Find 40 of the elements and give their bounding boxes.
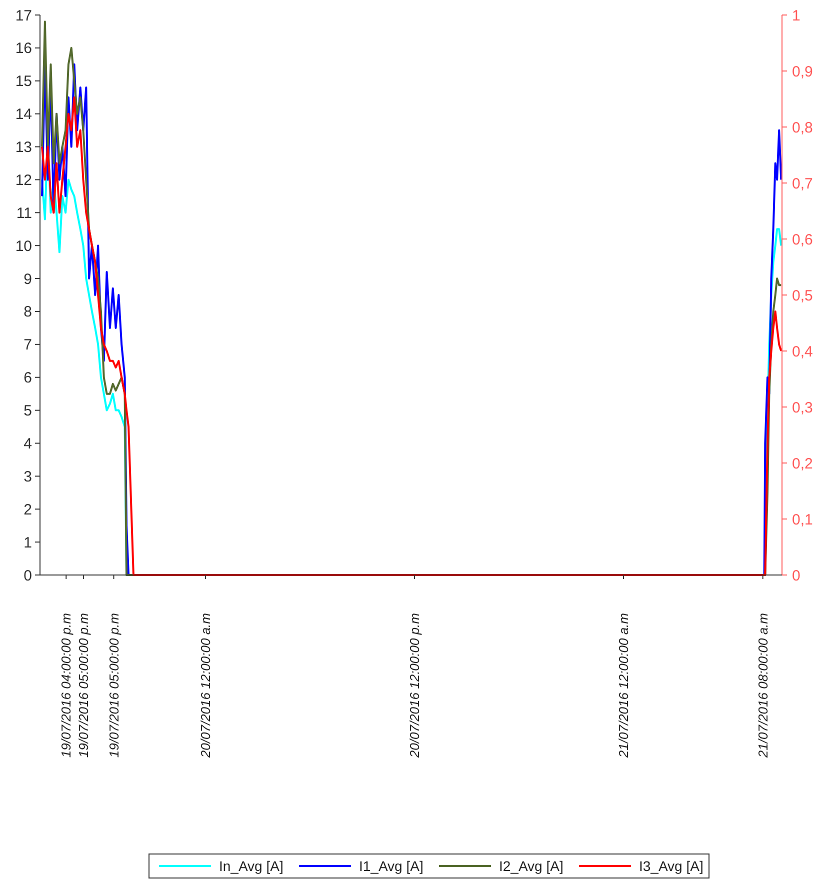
y-tick-label: 3 [24,468,32,486]
y-tick-label: 6 [24,370,32,387]
y2-tick-label: 0,1 [792,511,813,528]
y-tick-label: 12 [15,172,32,189]
y2-tick-label: 0,5 [792,287,813,304]
y2-tick-label: 0,2 [792,455,813,472]
legend-label: I3_Avg [A] [639,858,704,874]
y-tick-label: 16 [15,40,32,58]
legend-label: I1_Avg [A] [359,858,424,874]
x-tick-label: 20/07/2016 12:00:00 a.m [198,612,214,759]
y-tick-label: 15 [15,73,32,90]
y2-tick-label: 0,3 [792,399,813,416]
x-tick-label: 19/07/2016 04:00:00 p.m [58,612,74,758]
y-tick-label: 1 [24,534,32,552]
y2-tick-label: 0,8 [792,119,813,136]
y-tick-label: 17 [15,7,32,24]
x-tick-label: 20/07/2016 12:00:00 p.m [407,612,422,759]
y-tick-label: 4 [24,435,32,452]
y-tick-label: 9 [24,270,32,288]
legend-label: In_Avg [A] [219,858,284,874]
y2-tick-label: 0,9 [792,63,813,80]
y-tick-label: 10 [15,238,32,255]
y-tick-label: 2 [24,501,32,518]
y-tick-label: 14 [15,106,32,124]
x-tick-label: 21/07/2016 12:00:00 a.m [616,612,632,759]
legend-label: I2_Avg [A] [499,858,564,874]
y-tick-label: 11 [16,204,32,222]
x-tick-label: 21/07/2016 08:00:00 a.m [755,612,770,759]
y-tick-label: 7 [24,336,32,354]
x-tick-label: 19/07/2016 05:00:00 p.m [76,612,92,758]
y-tick-label: 5 [24,402,32,420]
y-tick-label: 13 [15,139,32,156]
x-tick-label: 19/07/2016 05:00:00 p.m [106,612,122,758]
y2-tick-label: 0,4 [792,343,813,360]
y2-tick-label: 0,7 [792,175,813,192]
y2-tick-label: 0,6 [792,231,813,248]
y2-tick-label: 1 [792,7,800,24]
y2-tick-label: 0 [792,567,800,584]
y-tick-label: 8 [24,304,32,321]
y-tick-label: 0 [24,567,32,584]
